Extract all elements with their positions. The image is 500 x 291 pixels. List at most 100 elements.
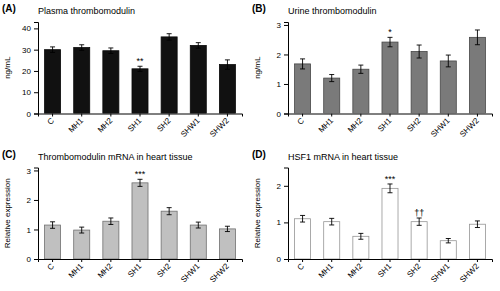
tick-mark (227, 259, 228, 262)
y-axis: 0 10 20 30 40 (22, 23, 38, 119)
tick-label: 10 (22, 88, 31, 97)
tick-label: C (46, 262, 57, 273)
x-axis: CMH1MH2SH1SH2SHW1SHW2 (289, 114, 493, 139)
tick: 0 (27, 255, 38, 264)
tick: MH1 (67, 114, 86, 135)
axis-line (34, 168, 39, 260)
tick-mark (198, 259, 199, 262)
plot-area: 0123CMH1MH2SH1SH2SHW1SHW2* (277, 21, 493, 139)
tick-mark (110, 259, 111, 262)
tick-label: SHW2 (208, 261, 231, 284)
tick-label: SHW2 (458, 261, 481, 284)
bar (219, 229, 235, 259)
tick: C (46, 259, 57, 272)
annotation: *** (135, 169, 146, 179)
error-bar (358, 233, 363, 239)
tick: SH2 (405, 259, 423, 279)
panel: 010203040CMH1MH2SH1SH2SHW1SHW2**Plasma t… (2, 3, 243, 139)
tick-mark (52, 259, 53, 262)
tick-mark (477, 114, 478, 117)
error-bar (300, 215, 305, 222)
axis-line (284, 168, 289, 260)
error-bar (79, 227, 84, 233)
tick-label: MH1 (67, 116, 86, 135)
panel-label: (D) (252, 149, 266, 160)
tick-mark (34, 170, 38, 171)
tick-label: MH2 (346, 261, 365, 280)
tick-mark (81, 114, 82, 117)
plot-area: 010203040CMH1MH2SH1SH2SHW1SHW2** (22, 23, 242, 139)
tick-label: SHW1 (429, 116, 452, 139)
y-axis-title: Relative expression (253, 178, 262, 248)
tick-label: 3 (27, 167, 32, 176)
tick-mark (52, 114, 53, 117)
tick-label: SH2 (155, 261, 173, 279)
tick: SHW1 (179, 259, 202, 284)
tick-mark (419, 259, 420, 262)
tick-label: C (296, 116, 307, 127)
title: HSF1 mRNA in heart tissue (288, 152, 398, 162)
tick: SHW2 (208, 259, 231, 284)
marks (295, 184, 486, 259)
bar (74, 48, 90, 114)
tick-mark (284, 114, 288, 115)
bar (382, 188, 398, 259)
bar (132, 69, 148, 114)
tick-label: 1 (277, 218, 282, 227)
tick-label: 20 (22, 67, 31, 76)
x-axis: CMH1MH2SH1SH2SHW1SHW2 (39, 259, 243, 284)
tick-label: 0 (277, 255, 282, 264)
y-axis: 0123 (27, 167, 39, 265)
bar (219, 65, 235, 114)
error-bar (329, 75, 334, 82)
annotation: ** (136, 56, 144, 66)
y-axis: 012 (277, 168, 289, 264)
tick: 3 (27, 167, 38, 176)
annotation: * (388, 27, 392, 37)
bar (45, 225, 61, 259)
tick-mark (284, 259, 288, 260)
tick-label: MH1 (317, 116, 336, 135)
tick: 0 (277, 110, 288, 119)
tick-label: SH2 (405, 261, 423, 279)
bar (103, 51, 119, 114)
error-bar (358, 65, 363, 73)
tick-mark (140, 114, 141, 117)
marks (45, 179, 236, 259)
error-bar (329, 218, 334, 225)
error-bar (196, 222, 201, 228)
tick: MH1 (317, 114, 336, 135)
tick: C (46, 114, 57, 127)
tick-mark (34, 259, 38, 260)
tick: 2 (277, 51, 288, 60)
tick: SHW2 (458, 114, 481, 139)
tick: 0 (27, 110, 38, 119)
bar (190, 225, 206, 259)
bar (411, 222, 427, 259)
axis-line (39, 260, 243, 263)
tick-label: 1 (27, 226, 32, 235)
tick-label: SH2 (155, 116, 173, 134)
error-bar (225, 60, 230, 69)
tick: SH1 (376, 114, 394, 134)
axis-line (289, 114, 493, 117)
tick-label: SH1 (376, 116, 394, 134)
tick-label: 30 (22, 46, 31, 55)
tick-mark (169, 259, 170, 262)
tick-mark (390, 114, 391, 117)
error-bar (446, 239, 451, 243)
error-bar (167, 208, 172, 215)
tick: SHW1 (429, 259, 452, 284)
tick-mark (169, 114, 170, 117)
tick-mark (360, 114, 361, 117)
tick-label: SH1 (126, 116, 144, 134)
bar (324, 222, 340, 259)
tick-label: MH2 (96, 261, 115, 280)
tick-label: 40 (22, 24, 31, 33)
tick-mark (331, 259, 332, 262)
annotations: ** (136, 56, 144, 66)
panel-label: (B) (252, 3, 266, 14)
tick: 40 (22, 24, 38, 33)
plot-area: 0123CMH1MH2SH1SH2SHW1SHW2*** (27, 167, 243, 285)
figure: 010203040CMH1MH2SH1SH2SHW1SHW2**Plasma t… (0, 0, 500, 291)
